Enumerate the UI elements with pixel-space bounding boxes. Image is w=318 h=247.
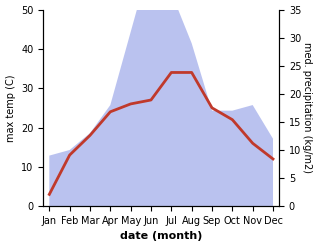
Y-axis label: max temp (C): max temp (C)	[5, 74, 16, 142]
X-axis label: date (month): date (month)	[120, 231, 202, 242]
Y-axis label: med. precipitation (kg/m2): med. precipitation (kg/m2)	[302, 42, 313, 173]
